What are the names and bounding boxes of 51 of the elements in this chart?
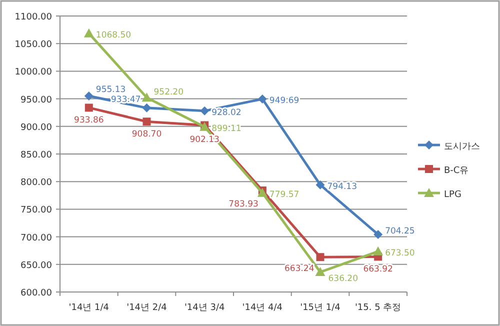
data-label: 673.50: [385, 248, 415, 258]
y-tick-label: 800.00: [20, 178, 52, 188]
x-tick-label: '14년 1/4: [68, 303, 110, 313]
y-tick-label: 1100.00: [14, 12, 52, 22]
data-label: 1068.50: [96, 30, 132, 40]
point: [142, 92, 152, 102]
data-label: 928.02: [212, 108, 242, 118]
point: [142, 103, 152, 112]
legend-label: B-C유: [444, 166, 469, 176]
point: [84, 91, 94, 100]
legend-label: LPG: [444, 190, 462, 200]
data-label: 636.20: [328, 274, 358, 284]
point: [84, 28, 94, 38]
data-label: 908.70: [132, 130, 162, 140]
y-tick-label: 650.00: [20, 260, 52, 271]
y-tick-label: 700.00: [20, 233, 52, 244]
y-tick-label: 950.00: [20, 95, 52, 106]
y-tick-label: 1050.00: [14, 40, 52, 50]
data-label: 663.92: [363, 264, 393, 275]
point: [257, 188, 268, 197]
data-label: 779.57: [269, 190, 300, 200]
data-label: 952.20: [154, 88, 184, 98]
x-tick-label: '14년 4/4: [242, 303, 283, 313]
y-tick-label: 750.00: [20, 206, 52, 216]
point: [200, 106, 210, 116]
y-tick-label: 600.00: [20, 288, 52, 298]
legend-label: 도시가스: [444, 142, 480, 152]
x-tick-label: '15년 1/4: [300, 303, 341, 313]
data-label: 663.24: [284, 264, 314, 274]
data-label: 949.69: [269, 96, 300, 106]
data-label: 704.25: [385, 226, 415, 236]
data-label: 899.11: [212, 124, 242, 134]
point: [316, 253, 324, 262]
point: [373, 246, 384, 256]
data-label: 783.93: [228, 199, 258, 210]
data-label: 794.13: [327, 182, 357, 192]
point: [374, 230, 383, 239]
data-label: 955.13: [96, 84, 126, 95]
point: [84, 104, 93, 112]
point: [316, 180, 325, 190]
data-label: 933.47: [111, 94, 141, 105]
y-tick-label: 1000.00: [14, 68, 52, 78]
x-tick-label: '15. 5 추정: [354, 303, 402, 313]
data-label: 933.86: [74, 116, 104, 126]
y-tick-label: 900.00: [20, 122, 52, 133]
point: [315, 267, 326, 276]
x-tick-label: '14년 3/4: [184, 303, 225, 313]
y-tick-label: 850.00: [20, 150, 52, 160]
x-tick-label: '14년 2/4: [126, 303, 168, 313]
point: [142, 118, 151, 126]
point: [258, 94, 267, 104]
